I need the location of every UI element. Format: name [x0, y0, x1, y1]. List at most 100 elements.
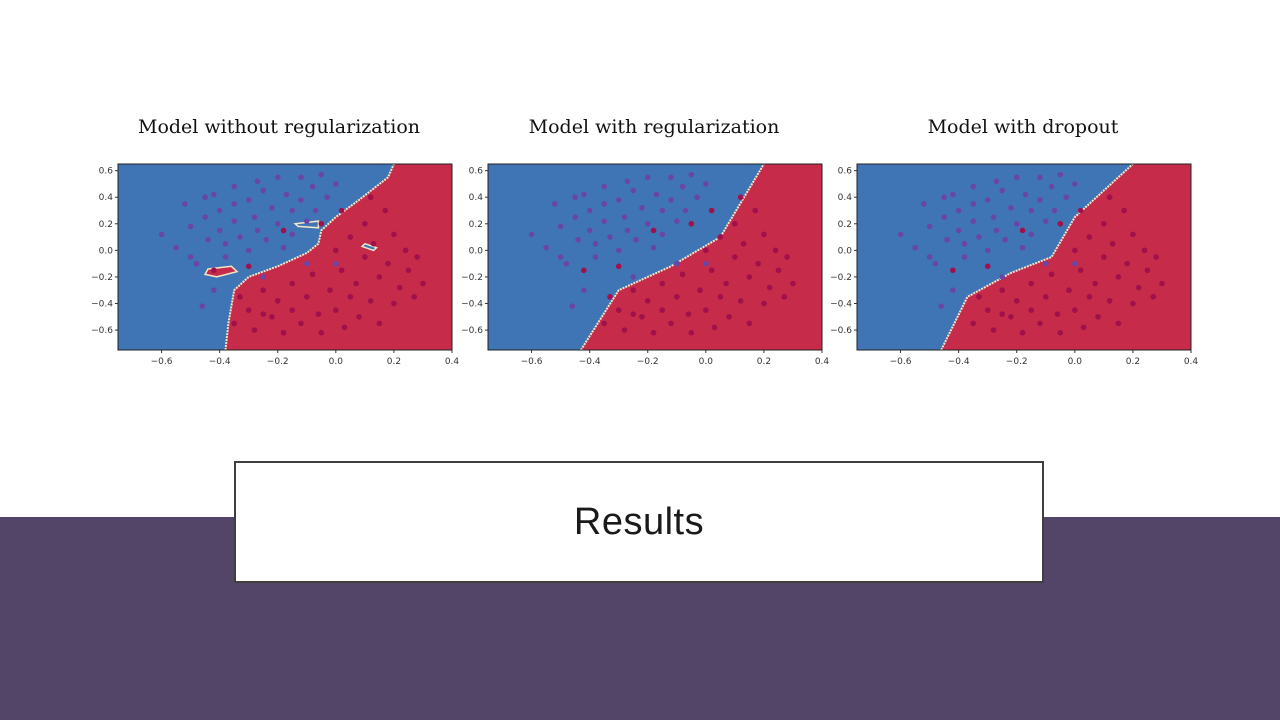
- decision-boundary: [580, 163, 765, 351]
- data-point-red: [1130, 300, 1136, 307]
- y-tick-label: 0.6: [838, 167, 853, 177]
- data-point-red: [746, 320, 753, 327]
- data-point-red: [1072, 307, 1078, 313]
- data-point-blue: [158, 231, 165, 238]
- y-tick-label: 0.4: [469, 193, 484, 203]
- data-point-red: [376, 320, 383, 327]
- data-point-blue: [1008, 205, 1014, 211]
- data-point-red: [289, 280, 296, 287]
- x-tick-label: 0.2: [387, 357, 401, 367]
- data-point-red: [1086, 234, 1093, 240]
- y-tick-label: 0.0: [838, 246, 853, 256]
- data-point-red: [659, 307, 666, 313]
- data-point-red: [260, 311, 267, 317]
- data-point-red: [385, 260, 391, 267]
- data-point-red: [1042, 294, 1049, 300]
- data-point-blue: [1028, 207, 1035, 214]
- data-point-blue: [193, 260, 200, 267]
- data-point-red: [289, 307, 296, 313]
- data-point-red: [367, 194, 374, 201]
- data-point-blue: [211, 287, 217, 294]
- data-point-red: [650, 227, 657, 234]
- data-point-blue: [921, 201, 927, 207]
- data-point-red: [1135, 284, 1142, 291]
- data-point-red: [376, 274, 383, 280]
- data-point-red: [673, 294, 680, 300]
- data-point-blue: [187, 223, 194, 230]
- data-point-red: [630, 287, 637, 294]
- data-point-blue: [644, 174, 651, 181]
- data-point-blue: [231, 201, 237, 207]
- data-point-red: [333, 247, 339, 254]
- data-point-blue: [251, 214, 258, 220]
- x-tick-label: −0.4: [579, 357, 601, 367]
- data-point-blue: [1042, 218, 1049, 224]
- data-point-blue: [1072, 181, 1078, 187]
- data-point-red: [298, 320, 304, 327]
- data-point-blue: [639, 205, 645, 211]
- x-tick-label: 0.0: [329, 357, 344, 367]
- data-point-red: [1101, 254, 1107, 260]
- data-point-blue: [607, 234, 613, 240]
- data-point-red: [630, 311, 637, 317]
- data-point-blue: [615, 197, 622, 203]
- data-point-blue: [274, 220, 281, 227]
- data-point-red: [411, 294, 418, 300]
- data-point-red: [1121, 207, 1127, 214]
- chart-regularization: −0.6 −0.4 −0.2 0.0 0.2 0.4 0.6 0.4 0.2 0.0 −0.2 −0.…: [461, 163, 829, 367]
- data-point-blue: [1022, 191, 1029, 198]
- data-point-red: [766, 284, 773, 291]
- data-point-red: [772, 247, 779, 254]
- data-point-blue: [630, 187, 637, 194]
- data-point-red: [668, 320, 674, 327]
- data-point-red: [1019, 227, 1026, 234]
- data-point-red: [327, 287, 333, 294]
- data-point-red: [775, 267, 782, 274]
- data-point-blue: [633, 236, 639, 243]
- data-point-red: [1153, 254, 1159, 260]
- data-point-red: [405, 267, 412, 274]
- plot-frame: [117, 163, 453, 351]
- data-point-blue: [944, 236, 950, 243]
- data-point-red: [353, 280, 359, 287]
- data-point-red: [402, 247, 409, 254]
- data-point-red: [303, 294, 310, 300]
- data-point-blue: [999, 187, 1006, 194]
- data-point-blue: [644, 220, 651, 227]
- data-point-red: [251, 327, 258, 333]
- data-point-red: [260, 287, 267, 294]
- data-point-blue: [961, 254, 968, 260]
- data-point-blue: [601, 218, 607, 224]
- data-point-red: [784, 254, 790, 260]
- data-point-blue: [202, 194, 208, 201]
- y-tick-label: 0.0: [99, 246, 114, 256]
- data-point-blue: [222, 240, 229, 247]
- data-point-blue: [679, 183, 686, 190]
- data-point-blue: [324, 194, 330, 201]
- data-point-blue: [1037, 174, 1043, 181]
- data-point-blue: [1063, 194, 1069, 201]
- data-point-red: [746, 274, 753, 280]
- y-tick-label: −0.6: [461, 326, 483, 336]
- data-point-red: [356, 313, 362, 320]
- data-point-blue: [289, 231, 296, 238]
- chart-title-dropout: Model with dropout: [927, 116, 1119, 138]
- data-point-blue: [1028, 231, 1035, 238]
- decision-island: [293, 220, 320, 229]
- data-point-blue: [318, 171, 325, 178]
- data-point-red: [950, 267, 956, 274]
- plot-frame: [487, 163, 823, 351]
- data-point-red: [717, 294, 724, 300]
- data-point-blue: [659, 231, 666, 238]
- data-point-blue: [668, 174, 674, 181]
- data-point-blue: [630, 274, 637, 280]
- data-point-red: [708, 267, 715, 274]
- data-point-red: [615, 307, 622, 313]
- data-point-red: [984, 263, 991, 270]
- data-point-blue: [1013, 174, 1020, 181]
- data-point-red: [711, 324, 718, 331]
- data-point-blue: [993, 227, 1000, 234]
- data-point-red: [1130, 231, 1136, 238]
- data-point-red: [703, 247, 709, 254]
- data-point-red: [1072, 247, 1078, 254]
